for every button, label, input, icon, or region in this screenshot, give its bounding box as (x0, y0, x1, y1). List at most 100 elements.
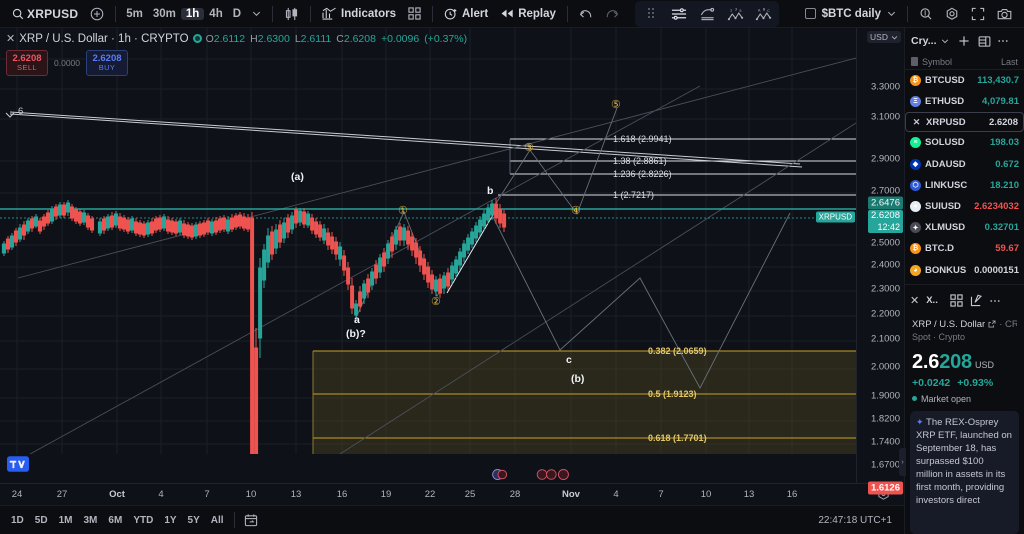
watchlist-row[interactable]: ◕ BONKUS 0.0000151 (905, 260, 1024, 281)
watchlist-symbol: SOLUSD (925, 137, 965, 149)
chart-type-button[interactable] (278, 3, 305, 25)
dom-buy-sell[interactable]: 2.6208 SELL 0.0000 2.6208 BUY (6, 50, 128, 76)
chevron-down-icon[interactable] (941, 37, 949, 45)
range-button-all[interactable]: All (210, 514, 224, 526)
news-card[interactable]: ✦ The REX-Osprey XRP ETF, launched on Se… (910, 410, 1019, 534)
external-link-icon[interactable] (988, 320, 996, 328)
change-pct: +0.93% (957, 376, 994, 389)
chart-emoji-cluster[interactable] (492, 468, 507, 481)
timeframe-D[interactable]: D (232, 7, 242, 20)
details-toolbar[interactable]: ✕ X.. (905, 288, 1024, 314)
timeframe-5m[interactable]: 5m (126, 7, 143, 20)
watchlist-row[interactable]: Ξ ETHUSD 4,079.81 (905, 91, 1024, 112)
range-button-1y[interactable]: 1Y (164, 514, 177, 526)
more-dots-icon[interactable] (990, 298, 1000, 304)
elliott-123-icon[interactable]: 1 3 5 (722, 3, 748, 25)
fib-extension-lines (498, 138, 856, 196)
watchlist-row[interactable]: ₿ BTCUSD 113,430.7 (905, 70, 1024, 91)
price-tick-label: 2.2000 (870, 308, 900, 320)
quick-search-button[interactable] (913, 3, 939, 25)
watchlist-last-price: 18.210 (989, 179, 1019, 191)
details-exchange: · CRYP (999, 318, 1017, 330)
ohlc-change: +0.0096 (380, 32, 420, 45)
undo-button[interactable] (573, 3, 599, 25)
watchlist-symbol: XLMUSD (925, 222, 966, 234)
close-x-icon[interactable]: ✕ (6, 33, 16, 45)
watchlist-row[interactable]: ≡ SOLUSD 198.03 (905, 132, 1024, 153)
object-tree-icon[interactable] (694, 3, 720, 25)
sell-price: 2.6208 (12, 53, 42, 65)
publish-button[interactable] (939, 3, 965, 25)
timeframe-1h[interactable]: 1h (180, 7, 205, 20)
details-pair-row[interactable]: XRP / U.S. Dollar · CRYP (912, 319, 1017, 330)
price-axis[interactable]: USD 3.3000 3.1000 2.9000 2.7000 2.5000 2.4000… (856, 28, 904, 495)
indicators-button[interactable]: Indicators (316, 3, 402, 25)
chart-area[interactable]: 1.618 (2.9941) 1.38 (2.8861) 1.236 (2.82… (0, 28, 904, 534)
add-symbol-icon[interactable] (958, 35, 970, 47)
coin-icon: ✕ (912, 116, 921, 127)
price-tick-label: 2.0000 (870, 361, 900, 373)
fib-label-0618: 0.618 (1.7701) (648, 433, 707, 443)
checkbox-unchecked-icon[interactable] (804, 8, 816, 19)
watchlist-last-price: 0.0000151 (974, 264, 1019, 276)
elliott-abc-icon[interactable]: A B C (750, 3, 776, 25)
elliott-wave-4: ④ (571, 205, 581, 217)
wave-label-c: c (566, 354, 572, 366)
symbol-search-button[interactable]: XRPUSD (6, 3, 84, 25)
watchlist-row[interactable]: ✦ XLMUSD 0.32701 (905, 217, 1024, 238)
watchlist-row[interactable]: ✕ XRPUSD 2.6208 (905, 112, 1024, 133)
replay-button[interactable]: Replay (494, 3, 562, 25)
buy-button[interactable]: 2.6208 BUY (86, 50, 128, 76)
layout-grid-button[interactable] (402, 3, 427, 25)
close-x-icon[interactable]: ✕ (910, 295, 920, 308)
range-button-1m[interactable]: 1M (58, 514, 73, 526)
watchlist-row[interactable]: ⬡ LINKUSC 18.210 (905, 175, 1024, 196)
sort-icon[interactable] (911, 57, 918, 66)
divider (432, 5, 433, 22)
price-tick-label: 2.5000 (870, 237, 900, 249)
grid-squares-icon[interactable] (950, 294, 963, 307)
timeframe-more-button[interactable] (246, 3, 267, 25)
watchlist-row[interactable]: ◆ ADAUSD 0.672 (905, 154, 1024, 175)
coin-icon: ✦ (910, 222, 921, 234)
time-tick-label: 10 (700, 489, 712, 500)
alert-button[interactable]: Alert (438, 3, 494, 25)
redo-button[interactable] (599, 3, 625, 25)
timeframe-30m[interactable]: 30m (152, 7, 176, 20)
chart-emoji-cluster-2[interactable] (536, 468, 576, 481)
sell-button[interactable]: 2.6208 SELL (6, 50, 48, 76)
more-dots-icon[interactable] (998, 38, 1009, 44)
drag-dots-handle[interactable] (638, 3, 664, 25)
settings-sliders-icon[interactable] (666, 3, 692, 25)
emoji-marker-2[interactable] (536, 468, 576, 481)
tradingview-logo-icon[interactable] (7, 456, 29, 472)
currency-selector[interactable]: USD (867, 31, 901, 43)
range-buttons[interactable]: 1D 5D 1M 3M 6M YTD 1Y 5Y All (6, 513, 229, 528)
watchlist[interactable]: ₿ BTCUSD 113,430.7 Ξ ETHUSD 4,079.81 ✕ XRPUSD 2.… (905, 70, 1024, 281)
edit-pencil-icon[interactable] (970, 294, 983, 307)
layout-selector[interactable]: $BTC daily (799, 3, 902, 25)
add-symbol-button[interactable] (84, 3, 110, 25)
price-pane[interactable]: 1.618 (2.9941) 1.38 (2.8861) 1.236 (2.82… (0, 28, 856, 483)
chart-legend[interactable]: ✕ XRP / U.S. Dollar · 1h · CRYPTO O2.611… (6, 32, 467, 46)
price-tick-label: 2.1000 (870, 333, 900, 345)
columns-table-icon[interactable] (978, 35, 991, 48)
range-button-1d[interactable]: 1D (11, 514, 24, 526)
snapshot-button[interactable] (991, 3, 1018, 25)
watchlist-row[interactable]: ₿ BTC.D 59.67 (905, 238, 1024, 259)
collapse-panel-button[interactable]: › (899, 448, 906, 476)
range-button-5y[interactable]: 5Y (187, 514, 200, 526)
range-button-6m[interactable]: 6M (108, 514, 123, 526)
time-axis[interactable]: 24 27 Oct 4 7 10 13 16 19 22 25 28 Nov 4 7 10 13 16 (0, 483, 904, 505)
range-button-3m[interactable]: 3M (83, 514, 98, 526)
fullscreen-button[interactable] (965, 3, 991, 25)
watchlist-header[interactable]: Cry... (905, 28, 1024, 54)
goto-date-calendar-icon[interactable] (240, 513, 262, 527)
redo-arrow-icon (605, 8, 619, 20)
range-button-ytd[interactable]: YTD (133, 514, 154, 526)
emoji-marker-1[interactable] (492, 468, 507, 481)
market-status-dot-icon (912, 396, 917, 402)
timeframe-4h[interactable]: 4h (209, 7, 223, 20)
watchlist-row[interactable]: ● SUIUSD 2.6234032 (905, 196, 1024, 217)
range-button-5d[interactable]: 5D (34, 514, 48, 526)
